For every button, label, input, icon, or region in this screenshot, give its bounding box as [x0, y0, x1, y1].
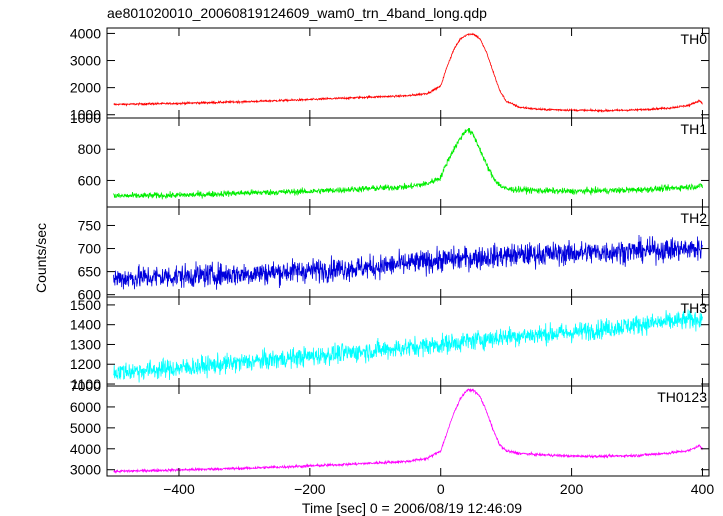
- x-axis-label: Time [sec] 0 = 2006/08/19 12:46:09: [302, 500, 522, 516]
- y-tick-label: 1500: [70, 297, 101, 313]
- series-line-th2: [113, 234, 703, 290]
- panel-th3: 1100 1200 1300 1400 1500 TH3: [70, 296, 710, 392]
- x-tick-label: −400: [163, 481, 195, 497]
- y-tick-label: 1000: [70, 110, 101, 126]
- x-axis-ticks: −400 −200 0 200 400: [163, 481, 714, 497]
- panel-label: TH1: [681, 121, 708, 137]
- y-tick-label: 4000: [70, 25, 101, 41]
- series-line-th0123: [113, 388, 703, 474]
- y-tick-label: 1400: [70, 317, 101, 333]
- panel-label: TH0: [681, 31, 708, 47]
- panel-frame: [106, 206, 710, 298]
- panel-th2: 600 650 700 750 TH2: [78, 206, 710, 303]
- y-tick-label: 4000: [70, 441, 101, 457]
- panel-label: TH0123: [657, 389, 707, 405]
- y-tick-label: 1300: [70, 336, 101, 352]
- y-tick-label: 7000: [70, 378, 101, 394]
- y-tick-label: 2000: [70, 80, 101, 96]
- y-tick-label: 3000: [70, 462, 101, 478]
- y-tick-label: 600: [78, 287, 102, 303]
- y-tick-label: 1100: [71, 376, 101, 392]
- x-tick-label: 0: [437, 481, 445, 497]
- series-line-th3: [113, 309, 703, 383]
- y-axis-label: Counts/sec: [33, 223, 49, 293]
- panel-th1: 600 800 1000 TH1: [70, 110, 710, 208]
- y-tick-label: 1200: [70, 356, 101, 372]
- panel-frame: [106, 27, 710, 119]
- y-tick-label: 750: [78, 217, 102, 233]
- y-tick-label: 800: [78, 141, 102, 157]
- y-tick-label: 5000: [70, 420, 101, 436]
- y-tick-label: 3000: [70, 53, 101, 69]
- y-tick-label: 700: [78, 241, 102, 257]
- y-tick-label: 600: [78, 172, 102, 188]
- panel-th0123: 3000 4000 5000 6000 7000 TH0123: [70, 378, 710, 478]
- panel-frame: [106, 385, 710, 477]
- y-tick-label: 1000: [70, 107, 101, 123]
- series-line-th1: [113, 127, 703, 200]
- panel-label: TH3: [681, 300, 708, 316]
- y-tick-label: 650: [78, 264, 102, 280]
- x-tick-label: 200: [560, 481, 584, 497]
- x-tick-label: 400: [691, 481, 715, 497]
- chart-title: ae801020010_20060819124609_wam0_trn_4ban…: [107, 5, 487, 21]
- x-tick-label: −200: [294, 481, 326, 497]
- panel-th0: 1000 2000 3000 4000 TH0: [70, 25, 710, 123]
- series-line-th0: [113, 32, 703, 113]
- panel-label: TH2: [681, 210, 708, 226]
- y-tick-label: 6000: [70, 399, 101, 415]
